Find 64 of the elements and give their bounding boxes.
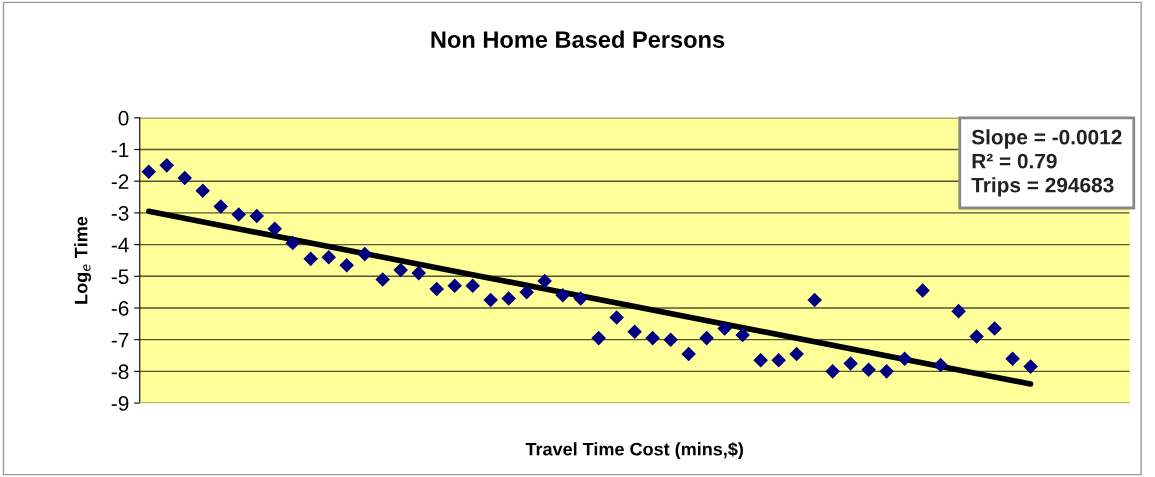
point (537, 273, 552, 289)
point (231, 207, 247, 222)
y-tick-label: -3 (111, 205, 129, 221)
chart-title: Non Home Based Persons (431, 30, 725, 48)
point (213, 199, 229, 214)
point (141, 164, 157, 179)
point (483, 292, 498, 308)
point (393, 262, 408, 278)
point (609, 310, 624, 325)
point (159, 158, 175, 173)
point (735, 327, 750, 343)
point (465, 278, 480, 294)
point (807, 292, 822, 308)
point (285, 235, 301, 251)
point (681, 346, 696, 362)
point (357, 246, 372, 262)
y-tick-label: -5 (111, 269, 129, 285)
point (825, 364, 840, 379)
y-tick-label: -6 (111, 300, 129, 316)
y-tick-label: -9 (111, 396, 129, 411)
point (987, 321, 1002, 336)
point (879, 364, 894, 379)
point (861, 362, 876, 378)
y-axis-title: Log$_{e}$ Time (74, 216, 92, 304)
point (321, 249, 337, 265)
point (843, 356, 858, 371)
y-tick-label: -4 (111, 237, 129, 253)
x-axis-title: Travel Time Cost (mins,$) (525, 441, 743, 460)
point (717, 321, 732, 336)
point (339, 257, 354, 273)
point (177, 170, 193, 186)
point (1023, 359, 1038, 374)
point (627, 324, 642, 340)
point (195, 183, 211, 198)
point (897, 351, 912, 366)
point (969, 329, 984, 344)
point (1005, 351, 1020, 366)
point (519, 284, 534, 300)
point (663, 332, 678, 347)
point (303, 251, 319, 267)
point (591, 330, 606, 346)
y-tick-label: -1 (111, 142, 129, 158)
point (645, 330, 660, 346)
point (501, 291, 516, 306)
point (753, 352, 768, 368)
point (573, 291, 588, 306)
point (249, 208, 265, 224)
point (951, 303, 966, 319)
point (267, 221, 283, 237)
point (411, 265, 426, 281)
point (699, 330, 714, 346)
point (555, 288, 570, 303)
point (915, 283, 930, 298)
y-tick-label: -7 (111, 332, 129, 348)
annotation: Slope = -0.0012 R² = 0.79 Trips = 294683 (971, 129, 1122, 197)
point (447, 278, 462, 294)
point (429, 281, 444, 297)
point (771, 352, 786, 368)
point (375, 272, 390, 287)
point (789, 346, 804, 362)
y-tick-label: 0 (118, 110, 129, 126)
point (933, 357, 948, 373)
y-tick-label: -2 (111, 174, 129, 189)
y-tick-label: -8 (111, 364, 129, 380)
